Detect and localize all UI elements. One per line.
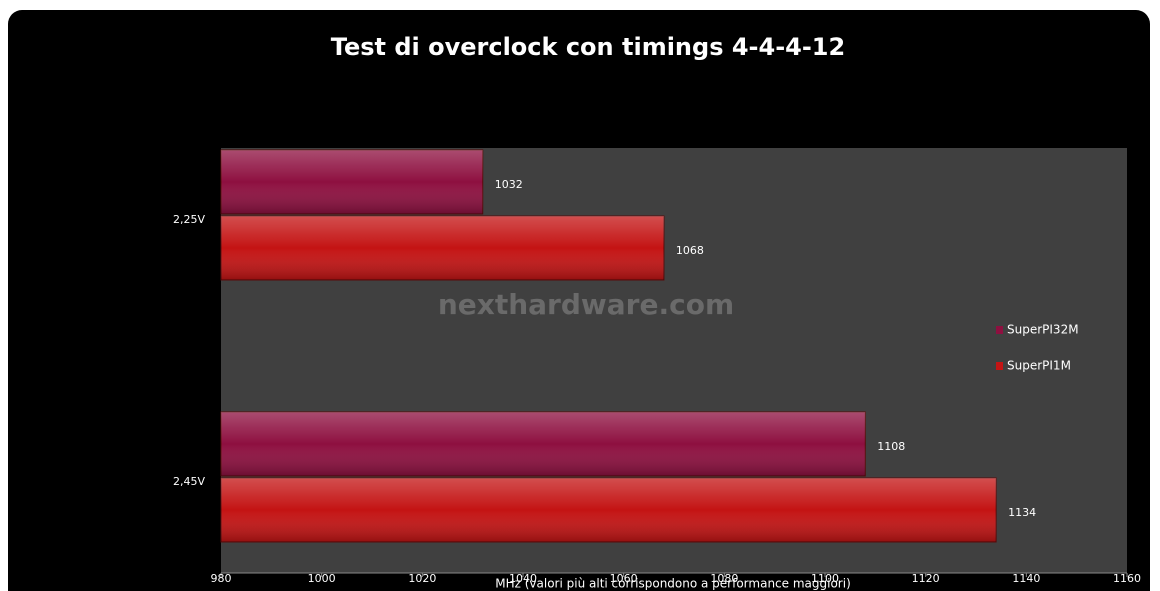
legend-label: SuperPI32M [1007, 323, 1079, 337]
legend-swatch [996, 326, 1003, 334]
y-tick-label: 2,45V [173, 475, 205, 488]
bar-shade [221, 216, 664, 280]
x-tick-label: 1020 [408, 572, 436, 585]
value-label: 1108 [877, 440, 905, 453]
value-label: 1068 [676, 244, 704, 257]
x-tick-label: 1100 [811, 572, 839, 585]
bar-shade [221, 150, 483, 214]
x-tick-label: 1120 [912, 572, 940, 585]
y-tick-label: 2,25V [173, 213, 205, 226]
x-axis-label: MHz (valori più alti corrispondono a per… [495, 577, 851, 591]
x-tick-label: 1080 [710, 572, 738, 585]
x-tick-label: 1140 [1012, 572, 1040, 585]
value-label: 1134 [1008, 506, 1036, 519]
watermark: nexthardware.com [438, 288, 734, 321]
legend-label: SuperPI1M [1007, 359, 1071, 373]
bar-shade [221, 478, 997, 542]
x-tick-label: 1040 [509, 572, 537, 585]
x-tick-label: 1160 [1113, 572, 1141, 585]
x-tick-label: 980 [211, 572, 232, 585]
legend-swatch [996, 362, 1003, 370]
value-label: 1032 [495, 178, 523, 191]
x-tick-label: 1060 [610, 572, 638, 585]
bar-shade [221, 412, 866, 476]
x-tick-label: 1000 [308, 572, 336, 585]
chart-title: Test di overclock con timings 4-4-4-12 [331, 33, 845, 61]
